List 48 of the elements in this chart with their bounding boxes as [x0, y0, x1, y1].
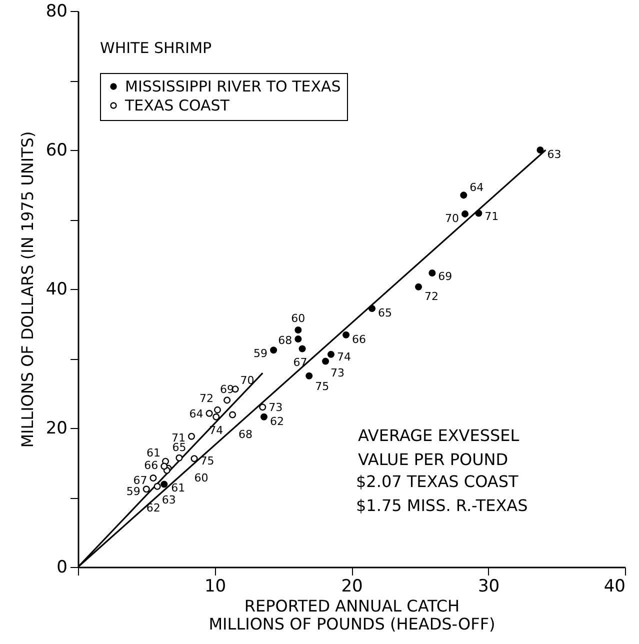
y-axis-title: MILLIONS OF DOLLARS (IN 1975 UNITS) — [18, 131, 37, 448]
annotation: 74 — [336, 350, 351, 364]
annotation: 68 — [278, 334, 292, 348]
annotation: 70 — [240, 374, 254, 388]
text: WHITE SHRIMP — [100, 39, 212, 57]
annotation: 61 — [171, 481, 186, 494]
legend-label: MISSISSIPPI RIVER TO TEXAS — [125, 78, 341, 96]
annotation: 64 — [189, 407, 204, 420]
annotation: 72 — [199, 392, 214, 405]
annotation: 61 — [146, 446, 161, 460]
annotation: $2.07 TEXAS COAST $1.75 MISS. R.-TEXAS — [356, 472, 528, 515]
annotation: 59 — [126, 485, 140, 498]
legend-label: TEXAS COAST — [124, 96, 230, 114]
annotation: 75 — [200, 454, 214, 468]
annotation: 60 — [291, 312, 306, 326]
annotation: AVERAGE EXVESSEL VALUE PER POUND — [358, 426, 520, 469]
annotation: 74 — [209, 424, 224, 437]
annotation: 63 — [162, 493, 176, 506]
x-tick-label: 40 — [604, 576, 626, 596]
annotation: 62 — [146, 501, 160, 514]
annotation: 72 — [424, 290, 439, 303]
x-tick-label: 10 — [204, 576, 226, 596]
annotation: 66 — [144, 459, 158, 472]
annotation: 63 — [547, 148, 562, 161]
annotation: 66 — [352, 332, 366, 346]
annotation: 75 — [315, 380, 330, 393]
annotation: 64 — [470, 181, 484, 194]
annotation: 68 — [238, 428, 253, 441]
x-tick-label: 20 — [341, 576, 363, 596]
x-axis-title: REPORTED ANNUAL CATCH MILLIONS OF POUNDS (HEADS-OFF) — [208, 596, 496, 634]
annotation: 70 — [445, 212, 460, 225]
annotation: 69 — [438, 270, 452, 284]
annotation: 60 — [194, 471, 208, 484]
y-tick-label: 0 — [56, 558, 68, 578]
y-tick-label: 40 — [46, 280, 68, 300]
annotation: 65 — [172, 440, 186, 454]
y-tick-label: 60 — [46, 140, 68, 160]
y-tick-label: 80 — [46, 2, 68, 22]
annotation: 65 — [378, 306, 392, 320]
annotation: 62 — [270, 414, 284, 428]
annotation: 67 — [293, 356, 308, 369]
annotation: 71 — [484, 210, 499, 224]
annotation: 59 — [254, 347, 268, 360]
x-tick-label: 30 — [478, 576, 500, 596]
y-tick-label: 20 — [46, 418, 68, 438]
annotation: 73 — [330, 366, 345, 380]
annotation: 73 — [268, 401, 283, 414]
annotation: 67 — [133, 474, 148, 488]
